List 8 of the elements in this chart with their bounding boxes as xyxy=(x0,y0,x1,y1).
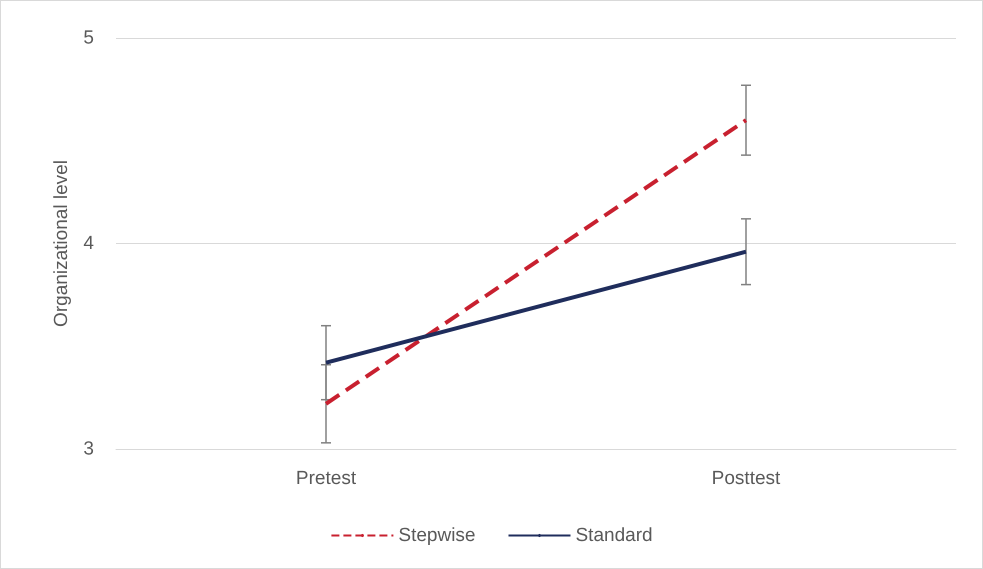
y-tick-label: 4 xyxy=(83,233,94,254)
y-tick-label: 3 xyxy=(83,438,94,460)
x-tick-label: Posttest xyxy=(712,468,782,489)
legend-label: Stepwise xyxy=(398,525,476,546)
y-axis-title: Organizational level xyxy=(51,160,72,327)
x-tick-label: Pretest xyxy=(296,468,357,489)
legend-label: Standard xyxy=(575,525,653,546)
y-tick-label: 5 xyxy=(83,28,94,48)
